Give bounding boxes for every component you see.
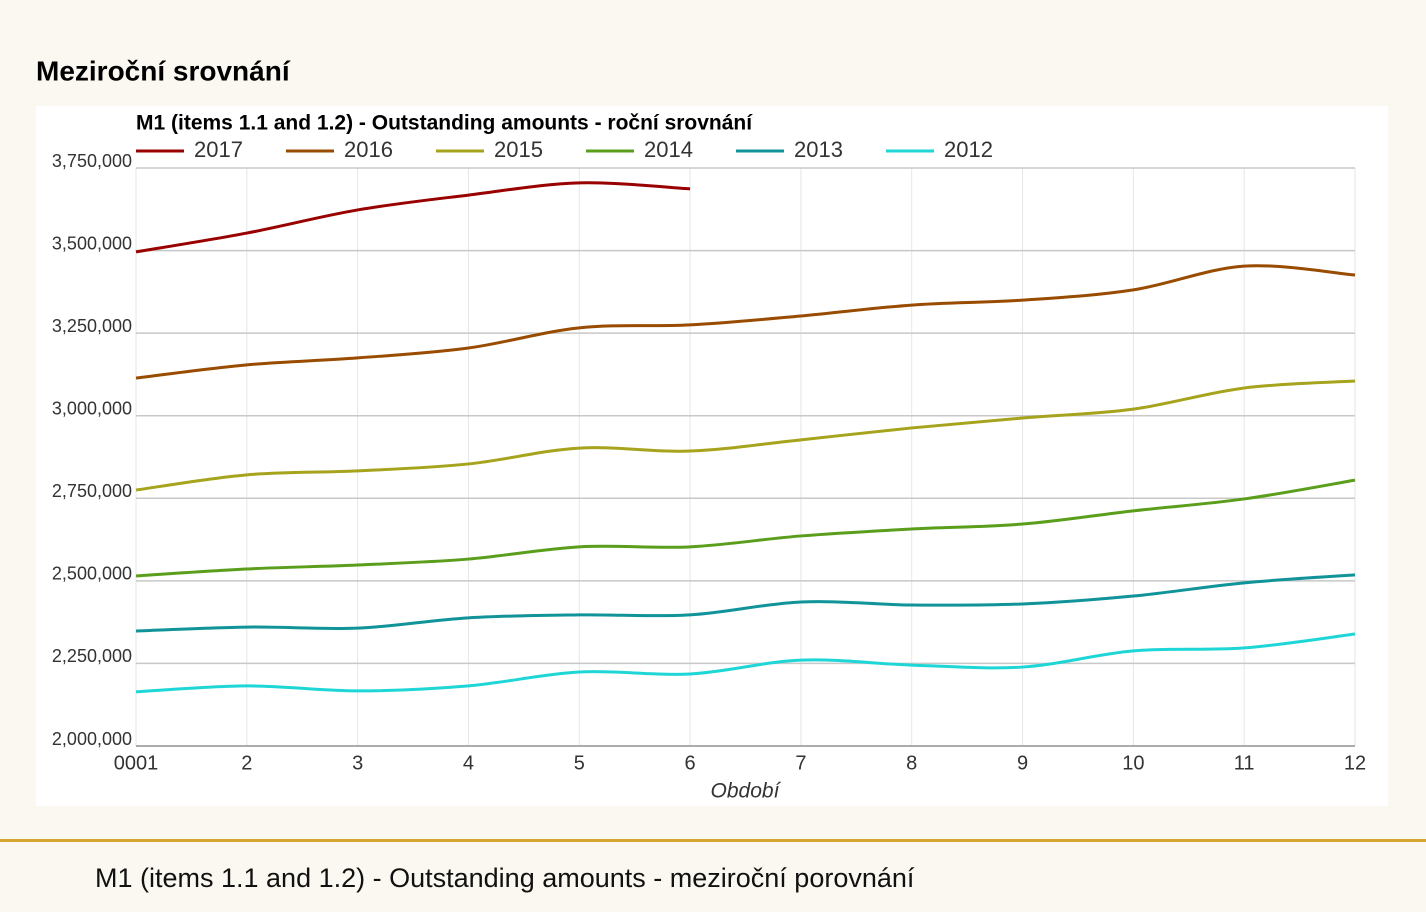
- x-tick-label: 9: [1017, 752, 1028, 774]
- x-tick-label: 8: [906, 752, 917, 774]
- legend-label: 2015: [494, 137, 543, 162]
- series-line: [135, 181, 691, 254]
- y-tick-label: 2,000,000: [52, 729, 132, 749]
- series-line: [135, 632, 1356, 694]
- footer-rule: [0, 839, 1426, 842]
- x-tick-label: 10: [1122, 752, 1144, 774]
- x-axis-label: Období: [711, 780, 782, 803]
- x-tick-label: 2: [241, 752, 252, 774]
- x-tick-label: 11: [1234, 752, 1255, 774]
- y-tick-label: 2,250,000: [52, 646, 132, 666]
- x-tick-label: 5: [574, 752, 585, 774]
- y-tick-label: 2,500,000: [52, 564, 132, 584]
- series-line: [135, 478, 1356, 578]
- legend-label: 2013: [794, 137, 843, 162]
- chart-title: M1 (items 1.1 and 1.2) - Outstanding amo…: [136, 112, 753, 135]
- x-tick-label: 3: [352, 752, 363, 774]
- x-tick-label: 12: [1344, 752, 1366, 774]
- legend-label: 2017: [194, 137, 243, 162]
- y-tick-label: 2,750,000: [52, 481, 132, 501]
- x-tick-label: 4: [463, 752, 474, 774]
- section-heading: Meziroční srovnání: [36, 55, 291, 86]
- chart-panel: [36, 106, 1388, 806]
- x-tick-label: 6: [685, 752, 696, 774]
- legend-label: 2016: [344, 137, 393, 162]
- y-tick-label: 3,000,000: [52, 398, 132, 418]
- y-tick-label: 3,750,000: [52, 151, 132, 171]
- footer-caption: M1 (items 1.1 and 1.2) - Outstanding amo…: [95, 863, 915, 893]
- series-line: [135, 264, 1356, 380]
- legend-label: 2014: [644, 137, 693, 162]
- y-tick-label: 3,250,000: [52, 316, 132, 336]
- legend-label: 2012: [944, 137, 993, 162]
- series-line: [135, 379, 1356, 492]
- x-tick-label: 0001: [114, 752, 159, 774]
- series-line: [135, 573, 1356, 633]
- x-tick-label: 7: [795, 752, 806, 774]
- y-tick-label: 3,500,000: [52, 233, 132, 253]
